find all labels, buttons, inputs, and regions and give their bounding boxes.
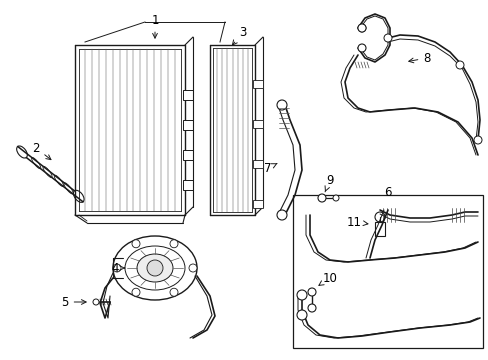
Circle shape [383,34,391,42]
Circle shape [307,288,315,296]
Bar [252,80,263,88]
Text: 5: 5 [61,296,86,309]
Bar [183,180,193,190]
Text: 10: 10 [318,271,337,285]
Circle shape [276,210,286,220]
Circle shape [113,264,121,272]
Circle shape [357,24,365,32]
Text: 11: 11 [346,216,367,229]
Circle shape [307,304,315,312]
Ellipse shape [113,236,197,300]
Text: 6: 6 [384,185,391,198]
Bar [183,150,193,160]
Circle shape [473,136,481,144]
Bar [252,200,263,208]
Text: 4: 4 [111,261,124,275]
Text: 8: 8 [408,51,430,64]
Ellipse shape [137,254,173,282]
Circle shape [374,212,384,222]
Text: 3: 3 [232,26,246,45]
Circle shape [276,100,286,110]
Ellipse shape [147,260,163,276]
Circle shape [317,194,325,202]
Circle shape [170,288,178,296]
Circle shape [132,288,140,296]
Ellipse shape [125,246,184,290]
Text: 2: 2 [32,141,51,159]
Bar [183,90,193,100]
Bar [292,195,482,348]
Ellipse shape [17,146,27,158]
Bar [252,120,263,128]
Circle shape [332,195,338,201]
Circle shape [132,240,140,248]
Circle shape [93,299,99,305]
Bar [183,120,193,130]
Circle shape [170,240,178,248]
Circle shape [357,44,365,52]
Text: 7: 7 [264,162,277,175]
Circle shape [296,310,306,320]
Circle shape [189,264,197,272]
Bar [252,160,263,168]
Circle shape [296,290,306,300]
Circle shape [357,24,365,32]
Bar [374,222,384,236]
Circle shape [455,61,463,69]
Text: 9: 9 [325,174,333,192]
Text: 1: 1 [151,14,159,38]
Ellipse shape [73,190,84,202]
